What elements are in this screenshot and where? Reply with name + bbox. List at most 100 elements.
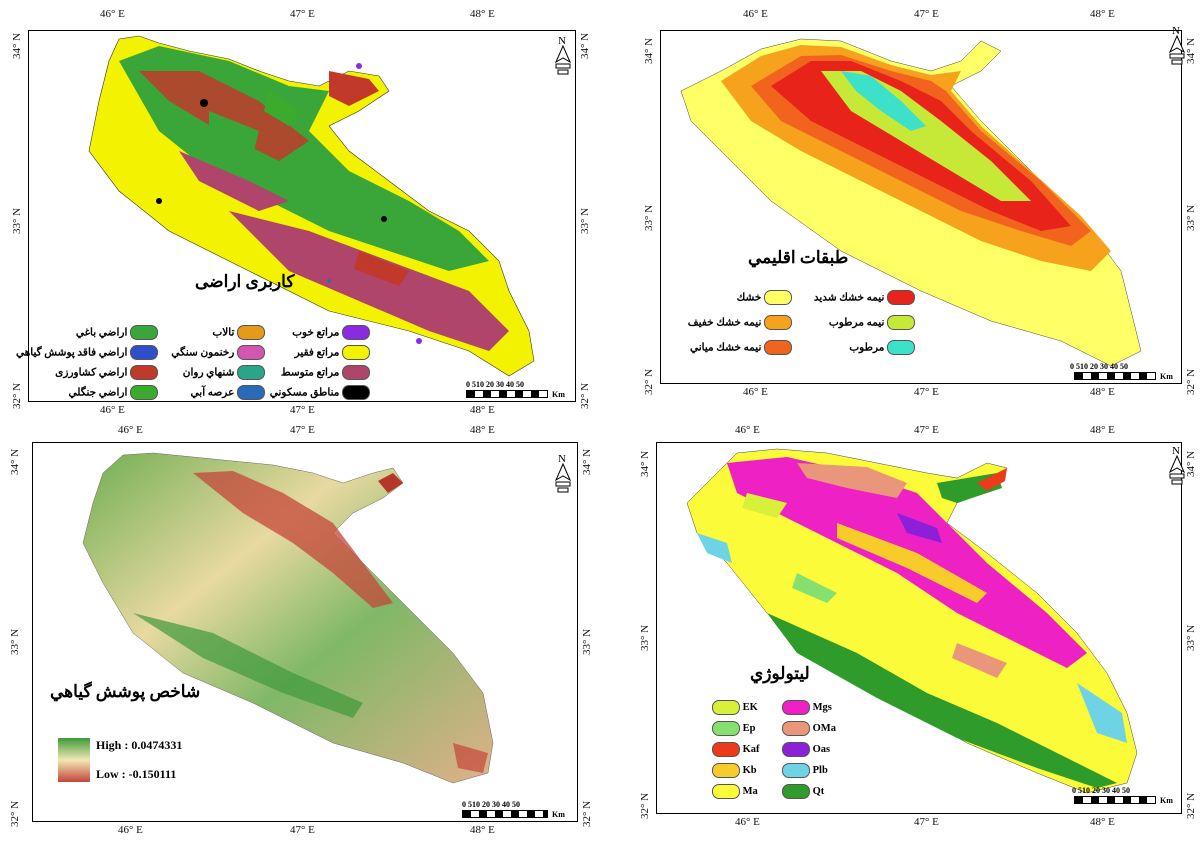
legend-item: Qt	[782, 784, 824, 799]
legend-item: مناطق مسكوني	[270, 385, 370, 400]
north-arrow-icon: N	[1168, 25, 1186, 65]
legend-swatch	[342, 325, 370, 340]
legend-swatch	[130, 385, 158, 400]
legend-swatch	[887, 340, 915, 355]
legend-item: خشك	[682, 290, 792, 305]
scale-ticks: 0 510 20 30 40 50	[462, 800, 520, 809]
y-tick-left: 33° N	[11, 207, 24, 235]
lithology-panel: 46° E 47° E 48° E 46° E 47° E 48° E 34° …	[600, 420, 1202, 842]
ndvi-panel: 46° E 47° E 48° E 46° E 47° E 48° E 34° …	[0, 420, 600, 842]
legend-swatch	[764, 340, 792, 355]
legend-item: Kaf	[712, 742, 760, 757]
svg-text:N: N	[558, 453, 566, 465]
map-title: شاخص پوشش گياهي	[50, 682, 201, 701]
y-tick-left: 32° N	[643, 368, 656, 396]
legend-item: مراتع خوب	[270, 325, 370, 340]
legend-swatch	[782, 742, 810, 757]
y-tick-right: 34° N	[581, 448, 594, 476]
legend-swatch	[130, 345, 158, 360]
x-tick-bottom: 47° E	[914, 816, 939, 828]
legend-swatch	[764, 290, 792, 305]
x-tick-bottom: 46° E	[118, 824, 143, 836]
x-tick-top: 46° E	[743, 8, 768, 20]
y-tick-right: 33° N	[1185, 624, 1198, 652]
x-tick-bottom: 47° E	[914, 386, 939, 398]
legend-swatch	[712, 784, 740, 799]
legend-item: نيمه خشك مياني	[682, 340, 792, 355]
legend-swatch	[712, 700, 740, 715]
svg-text:N: N	[1172, 25, 1180, 37]
legend-swatch	[782, 700, 810, 715]
legend-swatch	[764, 315, 792, 330]
map-title: طبقات اقليمي	[748, 248, 849, 267]
landuse-map	[88, 35, 535, 377]
x-tick-bottom: 46° E	[735, 816, 760, 828]
legend-swatch	[130, 365, 158, 380]
legend-item: اراضي كشاورزى	[38, 365, 158, 380]
legend-item: مرطوب	[805, 340, 915, 355]
x-tick-bottom: 47° E	[290, 404, 315, 416]
legend-item: EK	[712, 700, 758, 715]
scale-ticks: 0 510 20 30 40 50	[1072, 786, 1130, 795]
scale-bar	[462, 810, 548, 818]
x-tick-bottom: 48° E	[470, 404, 495, 416]
landuse-panel: 46° E 47° E 48° E 46° E 47° E 48° E 34° …	[0, 0, 600, 420]
legend-item: عرصه آبي	[165, 385, 265, 400]
y-tick-right: 32° N	[581, 800, 594, 828]
x-tick-top: 48° E	[1090, 424, 1115, 436]
x-tick-bottom: 48° E	[1090, 386, 1115, 398]
map-frame	[660, 30, 1182, 384]
x-tick-top: 48° E	[470, 8, 495, 20]
x-tick-top: 47° E	[914, 8, 939, 20]
map-frame	[28, 30, 576, 402]
legend-swatch	[782, 721, 810, 736]
legend-swatch	[782, 763, 810, 778]
x-tick-top: 47° E	[290, 8, 315, 20]
x-tick-bottom: 46° E	[100, 404, 125, 416]
ndvi-low-label: Low : -0.150111	[96, 767, 177, 781]
y-tick-left: 34° N	[11, 32, 24, 60]
map-title: کاربری اراضی	[195, 272, 295, 291]
legend-item: Plb	[782, 763, 828, 778]
legend-item: نيمه خشك شديد	[805, 290, 915, 305]
svg-text:N: N	[1172, 445, 1180, 457]
north-arrow-icon: N	[554, 453, 572, 493]
x-tick-bottom: 48° E	[1090, 816, 1115, 828]
ndvi-color-ramp	[58, 738, 90, 782]
legend-item: Oas	[782, 742, 830, 757]
scale-unit: Km	[552, 390, 565, 399]
legend-item: مراتع متوسط	[270, 365, 370, 380]
legend-item: Ep	[712, 721, 755, 736]
x-tick-top: 48° E	[470, 424, 495, 436]
legend-swatch	[342, 345, 370, 360]
legend-swatch	[887, 315, 915, 330]
x-tick-top: 47° E	[290, 424, 315, 436]
map-title: ليتولوژي	[750, 664, 810, 683]
legend-swatch	[342, 385, 370, 400]
legend-swatch	[237, 365, 265, 380]
x-tick-top: 46° E	[100, 8, 125, 20]
legend-item: مراتع فقير	[270, 345, 370, 360]
y-tick-left: 32° N	[639, 792, 652, 820]
legend-swatch	[887, 290, 915, 305]
y-tick-right: 32° N	[1185, 792, 1198, 820]
y-tick-left: 32° N	[11, 382, 24, 410]
y-tick-right: 32° N	[579, 382, 592, 410]
legend-item: Kb	[712, 763, 757, 778]
legend-item: نيمه خشك خفيف	[682, 315, 792, 330]
lithology-map	[686, 448, 1138, 794]
climate-map	[680, 38, 1142, 367]
x-tick-top: 48° E	[1090, 8, 1115, 20]
x-tick-bottom: 46° E	[743, 386, 768, 398]
scale-bar	[1074, 372, 1156, 380]
x-tick-top: 46° E	[118, 424, 143, 436]
legend-swatch	[712, 721, 740, 736]
ndvi-map	[82, 452, 494, 784]
y-tick-left: 34° N	[643, 37, 656, 65]
y-tick-right: 33° N	[579, 207, 592, 235]
climate-panel: 46° E 47° E 48° E 46° E 47° E 48° E 34° …	[600, 0, 1202, 420]
y-tick-left: 33° N	[9, 628, 22, 656]
legend-swatch	[342, 365, 370, 380]
y-tick-right: 33° N	[581, 628, 594, 656]
legend-item: تالاب	[165, 325, 265, 340]
